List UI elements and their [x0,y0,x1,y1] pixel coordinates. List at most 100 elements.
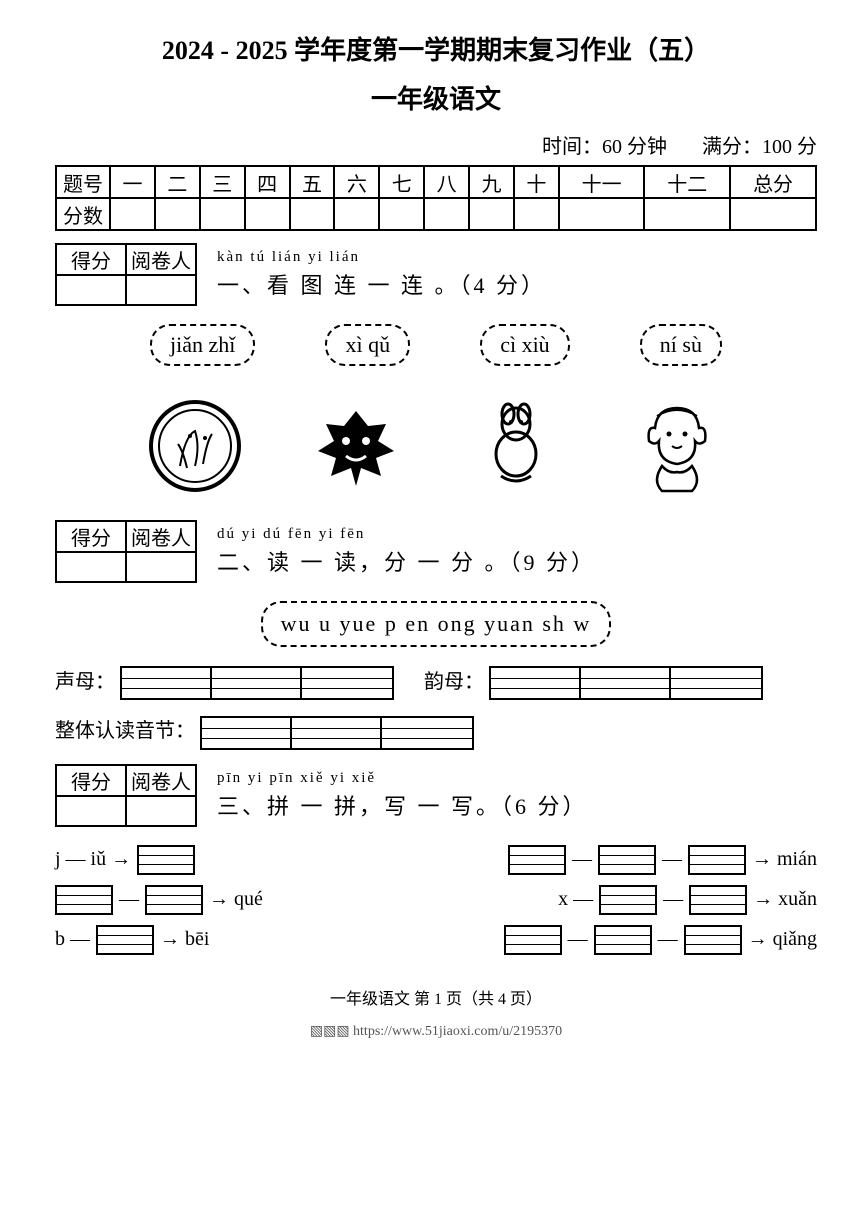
col: 七 [379,166,424,198]
pinyin-box: jiǎn zhǐ [150,324,255,366]
answer-grid[interactable] [489,666,763,700]
q1-image-row [55,396,817,496]
mini-score-table: 得分阅卷人 [55,520,197,583]
answer-box[interactable] [688,845,746,875]
col: 九 [469,166,514,198]
time-label: 时间：60 分钟 [542,136,667,158]
embroidery-icon [145,396,245,496]
answer-box[interactable] [508,845,566,875]
exam-meta: 时间：60 分钟 满分：100 分 [55,130,817,159]
blank-cell[interactable] [245,198,290,230]
blank-cell[interactable] [379,198,424,230]
page-title: 2024 - 2025 学年度第一学期期末复习作业（五） [55,30,817,67]
opera-icon [627,396,727,496]
answer-box[interactable] [504,925,562,955]
q3-title: 三、拼 一 拼，写 一 写。（6 分） [217,789,588,821]
text: x — [558,888,593,911]
q3-row: — → qué x — — → xuǎn [55,885,817,915]
col: 十一 [559,166,645,198]
blank-cell[interactable] [730,198,816,230]
q3-row: j — iǔ → — — → mián [55,845,817,875]
answer-box[interactable] [598,845,656,875]
text: → bēi [160,928,209,951]
blank-cell[interactable] [514,198,559,230]
mini-c2: 阅卷人 [126,244,196,275]
q2-pinyin: dú yi dú fēn yi fēn [217,526,596,543]
answer-box[interactable] [684,925,742,955]
col: 总分 [730,166,816,198]
zhengti-label: 整体认读音节： [55,720,195,742]
blank-cell[interactable] [644,198,730,230]
section-2-head: 得分阅卷人 dú yi dú fēn yi fēn 二、读 一 读，分 一 分 … [55,520,817,583]
section-3-head: 得分阅卷人 pīn yi pīn xiě yi xiě 三、拼 一 拼，写 一 … [55,764,817,827]
blank-cell[interactable] [469,198,514,230]
mini-c1: 得分 [56,244,126,275]
score-table: 题号 一 二 三 四 五 六 七 八 九 十 十一 十二 总分 分数 [55,165,817,231]
blank-cell[interactable] [334,198,379,230]
q2-title: 二、读 一 读，分 一 分 。（9 分） [217,545,596,577]
q2-row-zhengti: 整体认读音节： [55,714,817,749]
pinyin-box: xì qǔ [325,324,410,366]
papercut-icon [306,396,406,496]
dash: — [662,848,682,871]
dash: — [119,888,139,911]
blank-cell[interactable] [424,198,469,230]
blank-cell[interactable] [126,796,196,826]
mini-score-table: 得分阅卷人 [55,243,197,306]
dash: — [572,848,592,871]
answer-box[interactable] [137,845,195,875]
text: → xuǎn [753,888,817,911]
blank-cell[interactable] [56,275,126,305]
row-label: 题号 [56,166,110,198]
answer-box[interactable] [594,925,652,955]
dash: — [663,888,683,911]
text: j — iǔ → [55,848,131,871]
shengmu-label: 声母： [55,671,115,693]
blank-cell[interactable] [110,198,155,230]
syllable-bank: wu u yue p en ong yuan sh w [261,601,612,647]
answer-box[interactable] [55,885,113,915]
mini-score-table: 得分阅卷人 [55,764,197,827]
blank-cell[interactable] [290,198,335,230]
watermark-url: https://www.51jiaoxi.com/u/2195370 [353,1024,562,1039]
answer-box[interactable] [599,885,657,915]
clay-figure-icon [466,396,566,496]
pinyin-box: ní sù [640,324,722,366]
text: → mián [752,848,817,871]
answer-box[interactable] [145,885,203,915]
watermark: ▧▧▧ https://www.51jiaoxi.com/u/2195370 [55,1023,817,1040]
dash: — [568,928,588,951]
mini-c2: 阅卷人 [126,521,196,552]
mini-c2: 阅卷人 [126,765,196,796]
answer-grid[interactable] [120,666,394,700]
col: 六 [334,166,379,198]
col: 一 [110,166,155,198]
answer-grid[interactable] [200,716,474,750]
dash: — [658,928,678,951]
blank-cell[interactable] [56,552,126,582]
col: 四 [245,166,290,198]
col: 二 [155,166,200,198]
col: 十 [514,166,559,198]
blank-cell[interactable] [56,796,126,826]
q1-word-row: jiǎn zhǐ xì qǔ cì xiù ní sù [55,324,817,366]
blank-cell[interactable] [559,198,645,230]
pinyin-box: cì xiù [480,324,570,366]
answer-box[interactable] [96,925,154,955]
qr-icon: ▧▧▧ [310,1024,353,1039]
mini-c1: 得分 [56,765,126,796]
section-1-head: 得分阅卷人 kàn tú lián yi lián 一、看 图 连 一 连 。（… [55,243,817,306]
page-subtitle: 一年级语文 [55,79,817,116]
text: → qiǎng [748,928,817,951]
col: 八 [424,166,469,198]
q2-row-initials-finals: 声母： 韵母： [55,665,817,700]
answer-box[interactable] [689,885,747,915]
mini-c1: 得分 [56,521,126,552]
blank-cell[interactable] [155,198,200,230]
q3-row: b — → bēi — — → qiǎng [55,925,817,955]
blank-cell[interactable] [126,275,196,305]
col: 五 [290,166,335,198]
col: 十二 [644,166,730,198]
blank-cell[interactable] [126,552,196,582]
blank-cell[interactable] [200,198,245,230]
